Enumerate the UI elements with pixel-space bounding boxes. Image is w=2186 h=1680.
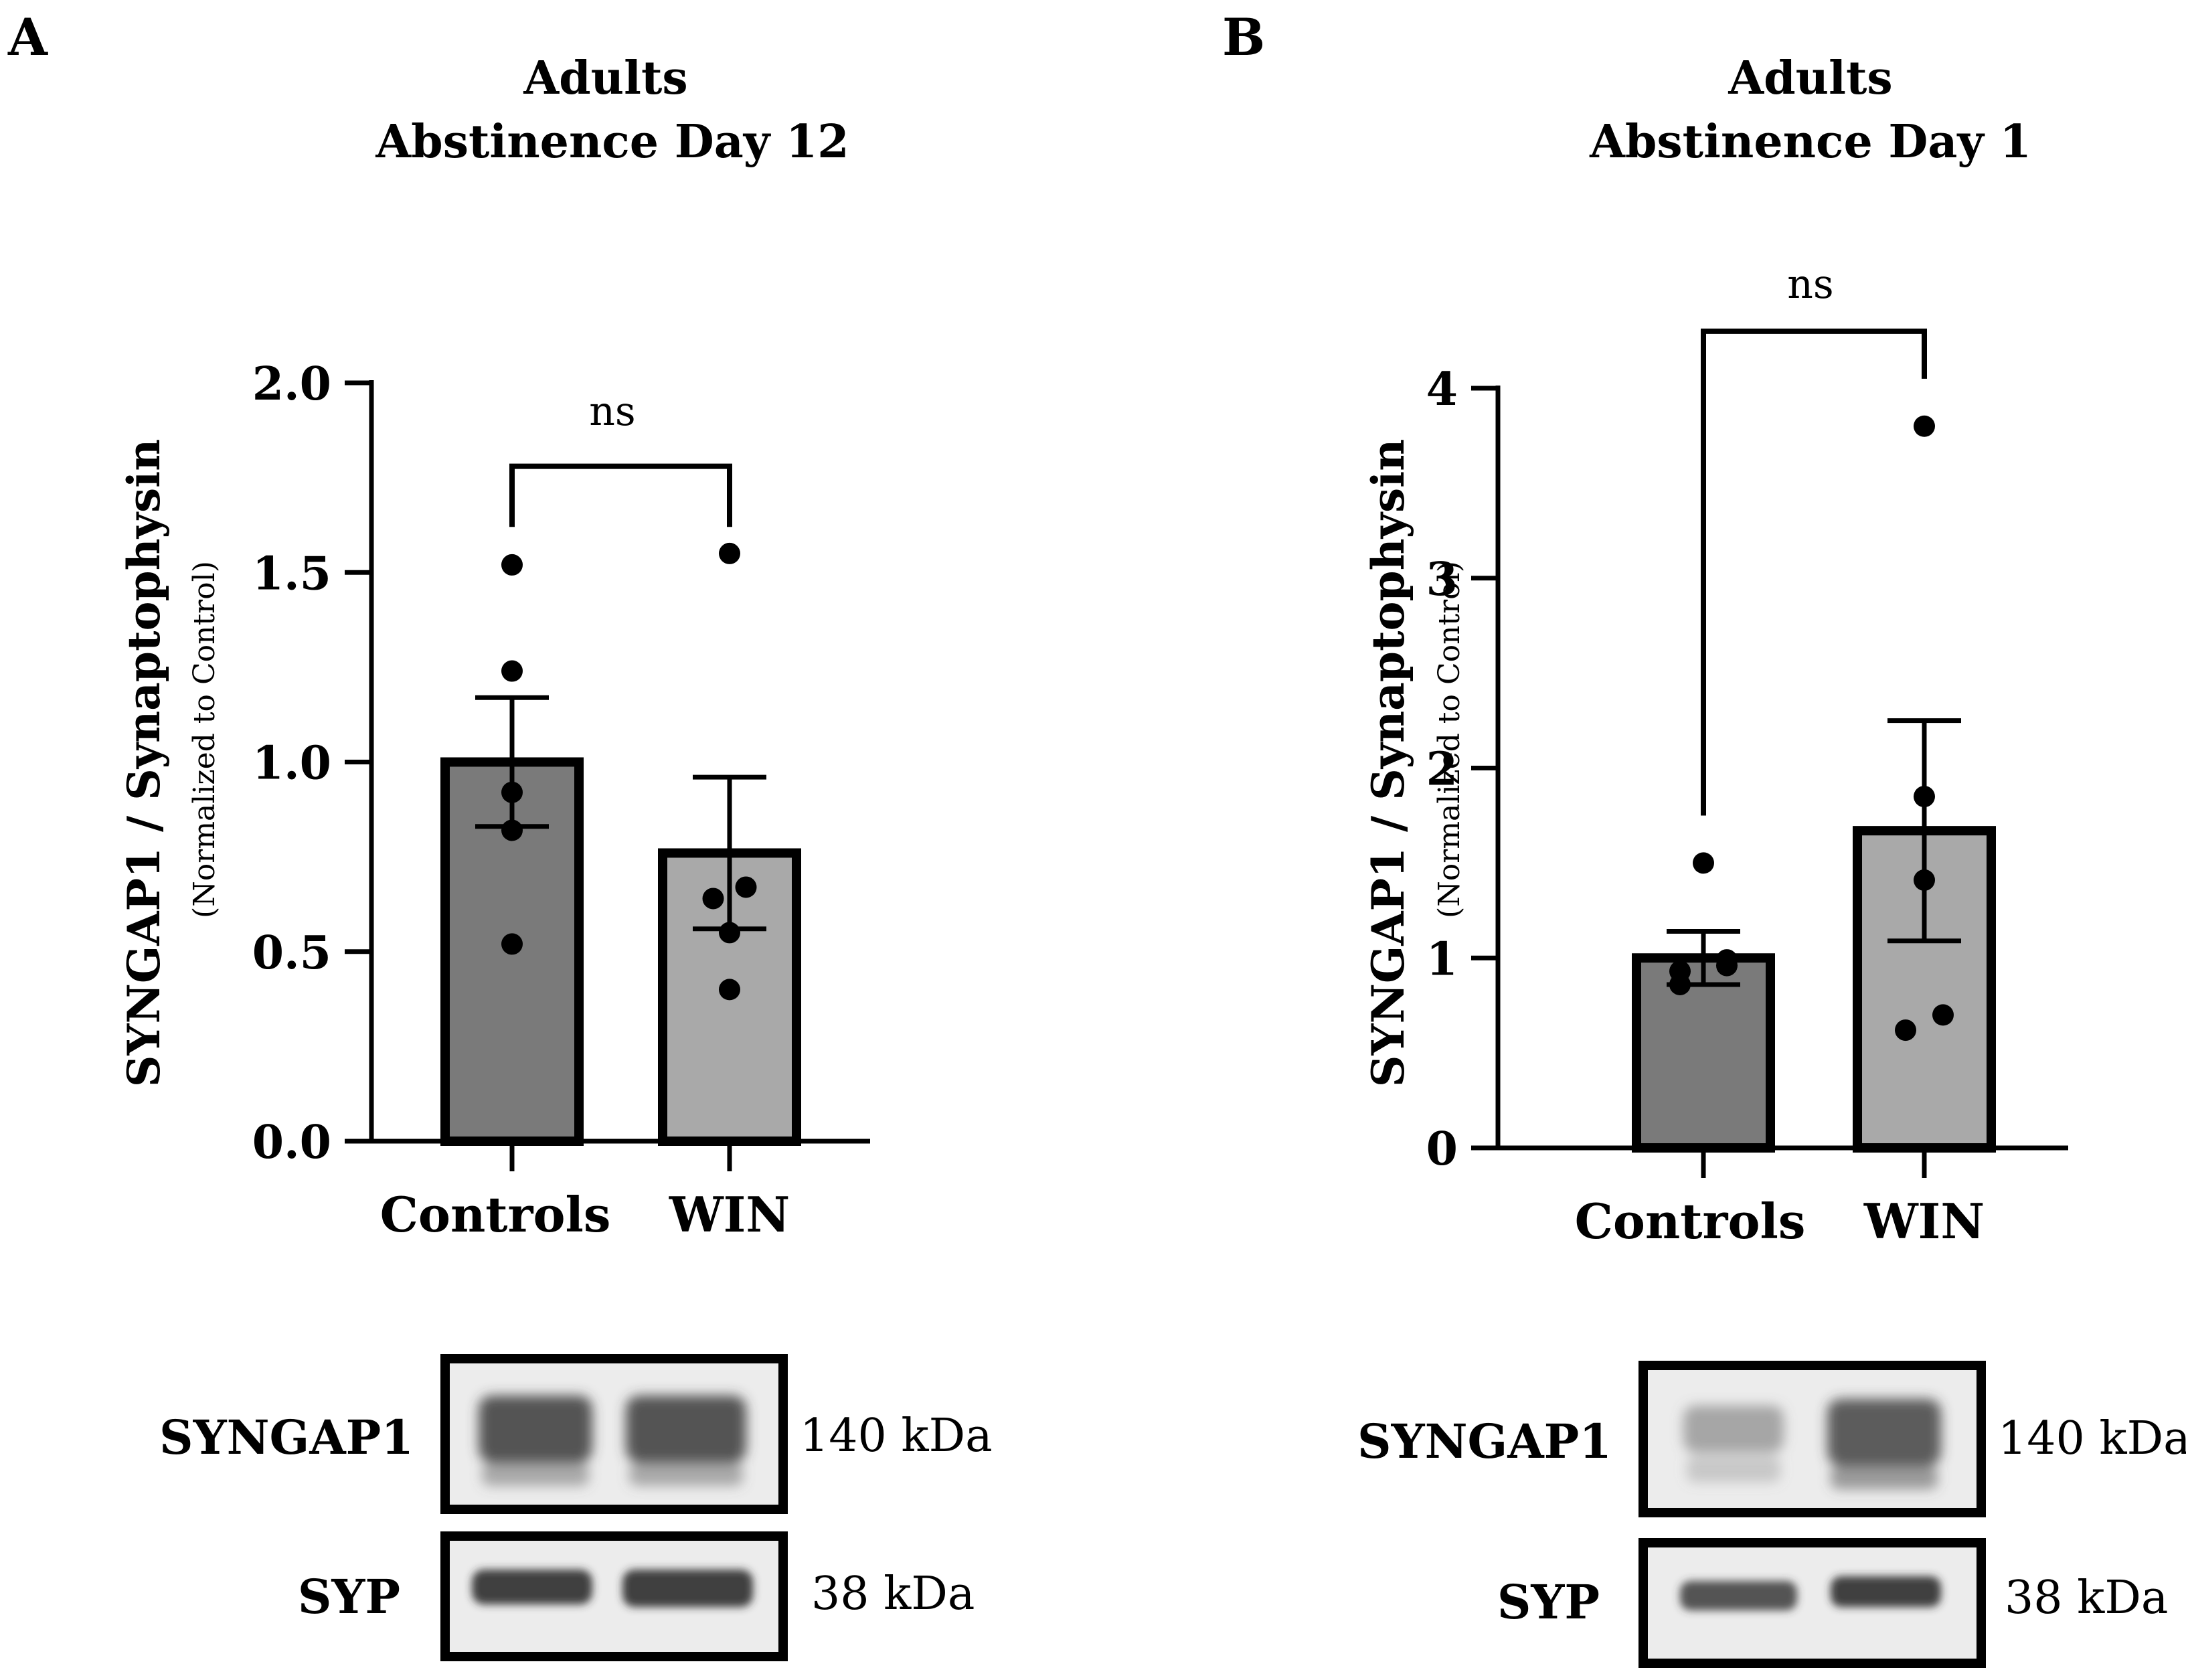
western-blot: SYNGAP1 140 kDa SYP 38 kDa	[1357, 1361, 2186, 1668]
y-tick-label: 1.0	[252, 737, 331, 790]
plot-area: 0 1 2 3 4	[1426, 328, 2068, 1178]
blot-band	[1680, 1576, 1941, 1610]
y-tick-label: 4	[1426, 363, 1458, 416]
blot-row-label: SYP	[1497, 1574, 1600, 1630]
y-axis-sublabel: (Normalized to Control)	[1432, 561, 1466, 918]
significance-label: ns	[589, 388, 635, 435]
data-point	[501, 554, 523, 576]
data-point	[719, 542, 740, 564]
blot-kda-label: 140 kDa	[1998, 1412, 2186, 1465]
data-point	[1914, 415, 1935, 437]
y-tick-label: 0	[1426, 1122, 1458, 1176]
blot-row-label: SYNGAP1	[159, 1410, 414, 1465]
chart-title-line-2: Abstinence Day 12	[375, 115, 849, 169]
y-tick-label: 3	[1426, 553, 1458, 606]
panel-label: B	[1222, 7, 1265, 67]
y-tick-label: 0.0	[252, 1116, 331, 1169]
data-point	[719, 979, 740, 1001]
y-tick-label: 1	[1426, 932, 1458, 986]
blot-row-label: SYNGAP1	[1357, 1414, 1612, 1469]
chart-title-line-1: Adults	[1728, 52, 1892, 105]
x-tick-label: Controls	[1575, 1193, 1806, 1250]
blot-row-label: SYP	[298, 1569, 400, 1624]
data-point	[1716, 954, 1738, 977]
significance-label: ns	[1787, 261, 1833, 308]
data-point	[1895, 1019, 1916, 1041]
y-tick-label: 2	[1426, 743, 1458, 796]
data-point	[501, 660, 523, 682]
significance-bracket	[509, 463, 732, 527]
y-tick-label: 2.0	[252, 357, 331, 411]
chart-title-line-2: Abstinence Day 1	[1589, 115, 2031, 169]
y-tick-label: 1.5	[252, 547, 331, 600]
data-point	[501, 933, 523, 955]
blot-band	[479, 1396, 746, 1486]
blot-band	[1683, 1399, 1941, 1489]
data-point	[1693, 852, 1714, 874]
data-point	[1932, 1004, 1954, 1026]
x-tick-label: Controls	[380, 1186, 611, 1243]
blot-kda-label: 38 kDa	[2005, 1572, 2168, 1624]
chart-title-line-1: Adults	[523, 52, 687, 105]
y-axis-label: SYNGAP1 / Synaptophysin	[1362, 439, 1414, 1087]
significance-bracket	[1701, 328, 1927, 816]
blot-kda-label: 140 kDa	[800, 1410, 993, 1462]
x-tick-label: WIN	[1863, 1193, 1985, 1250]
data-point	[702, 888, 724, 910]
y-tick-label: 0.5	[252, 926, 331, 980]
y-axis-label: SYNGAP1 / Synaptophysin	[118, 439, 170, 1087]
blot-band	[472, 1570, 753, 1607]
panel-a: A Adults Abstinence Day 12 SYNGAP1 / Syn…	[7, 7, 993, 1661]
western-blot: SYNGAP1 140 kDa SYP 38 kDa	[159, 1354, 993, 1661]
panel-label: A	[7, 7, 48, 67]
panel-b: B Adults Abstinence Day 1 SYNGAP1 / Syna…	[1222, 7, 2186, 1668]
plot-area: 0.0 0.5 1.0 1.5 2.0	[252, 357, 870, 1171]
x-tick-label: WIN	[669, 1186, 790, 1243]
y-axis-sublabel: (Normalized to Control)	[187, 561, 222, 918]
bar	[1632, 953, 1775, 1153]
data-point	[735, 876, 757, 898]
blot-kda-label: 38 kDa	[811, 1568, 975, 1620]
